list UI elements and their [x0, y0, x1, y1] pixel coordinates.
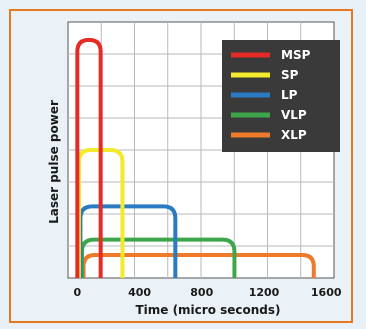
pulse-msp [75, 37, 103, 278]
x-tick-label: 400 [128, 286, 151, 299]
y-axis-title: Laser pulse power [47, 100, 61, 224]
x-tick-label: 0 [74, 286, 82, 299]
legend-label-lp: LP [281, 88, 298, 102]
pulse-vlp [80, 237, 237, 278]
pulse-series [75, 37, 316, 278]
x-axis-title: Time (micro seconds) [135, 303, 280, 317]
legend-label-sp: SP [281, 68, 299, 82]
x-tick-labels: 0 400 800 1200 1600 [74, 286, 342, 299]
legend-label-vlp: VLP [281, 108, 307, 122]
x-tick-label: 1600 [311, 286, 342, 299]
legend-label-xlp: XLP [281, 128, 307, 142]
x-tick-label: 1200 [249, 286, 280, 299]
x-tick-label: 800 [190, 286, 213, 299]
legend: MSP SP LP VLP XLP [222, 40, 340, 152]
pulse-lp [78, 204, 178, 278]
legend-label-msp: MSP [281, 48, 311, 62]
pulse-xlp [81, 252, 316, 278]
